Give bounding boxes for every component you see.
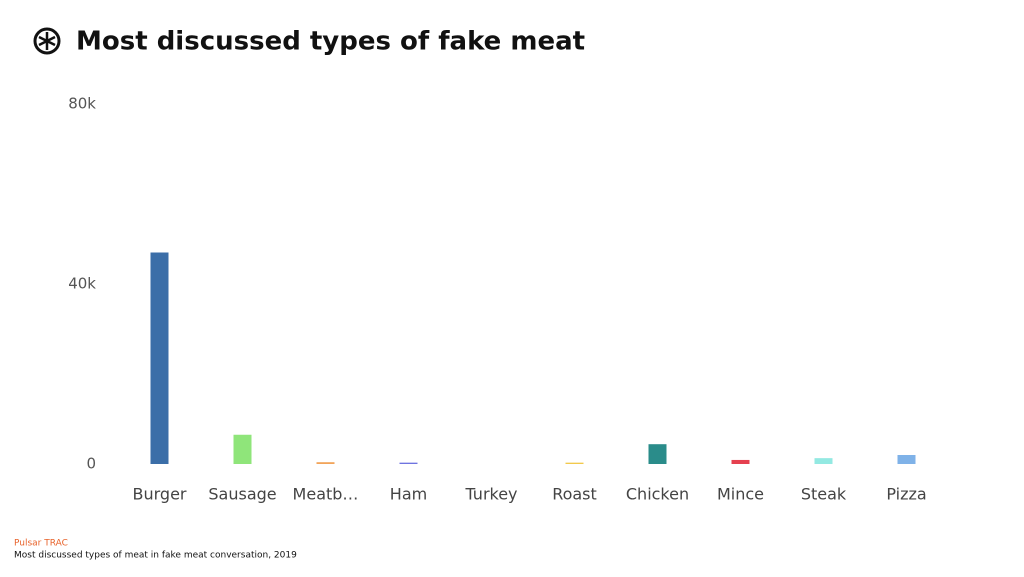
- y-tick-label: 40k: [68, 275, 96, 293]
- x-tick-label: Pizza: [886, 485, 926, 504]
- x-tick-label: Turkey: [464, 485, 517, 504]
- x-tick-label: Steak: [801, 485, 847, 504]
- x-tick-label: Sausage: [208, 485, 276, 504]
- bar: [814, 458, 833, 464]
- caption: Most discussed types of meat in fake mea…: [14, 551, 297, 561]
- bar: [233, 434, 252, 464]
- chart-title: Most discussed types of fake meat: [76, 27, 585, 57]
- bar: [399, 462, 418, 464]
- y-tick-label: 80k: [68, 95, 96, 113]
- y-tick-label: 0: [86, 455, 96, 473]
- bar: [897, 455, 916, 464]
- source: Pulsar TRAC: [14, 539, 68, 549]
- bar: [316, 462, 335, 464]
- bar: [150, 252, 169, 464]
- logo: [33, 27, 61, 55]
- x-tick-label: Ham: [390, 485, 427, 504]
- x-tick-label: Roast: [552, 485, 597, 504]
- x-tick-label: Mince: [717, 485, 764, 504]
- bar: [731, 459, 750, 464]
- x-tick-label: Burger: [133, 485, 187, 504]
- x-tick-label: Meatb…: [293, 485, 359, 504]
- bar: [565, 462, 584, 464]
- x-tick-label: Chicken: [626, 485, 689, 504]
- bar: [648, 444, 667, 464]
